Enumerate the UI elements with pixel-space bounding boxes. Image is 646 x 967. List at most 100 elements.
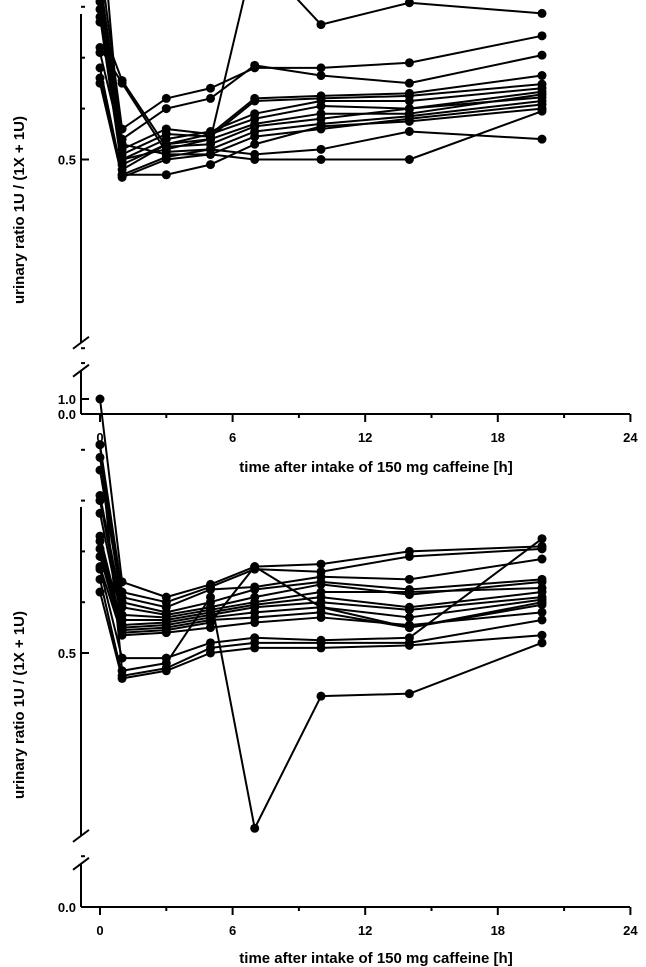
data-point: [537, 615, 547, 625]
data-point: [250, 139, 260, 149]
data-point: [404, 587, 414, 597]
y-axis-break-mark: [72, 335, 90, 350]
data-point: [316, 691, 326, 701]
data-point: [95, 508, 105, 518]
data-point: [404, 116, 414, 126]
data-point: [161, 104, 171, 114]
series-line: [99, 540, 543, 629]
series-line: [99, 9, 543, 166]
data-point: [404, 127, 414, 137]
data-point: [316, 602, 326, 612]
x-axis-label: time after intake of 150 mg caffeine [h]: [239, 950, 512, 967]
data-point: [117, 666, 127, 676]
x-tick-label: 24: [623, 923, 638, 938]
x-tick-label: 0: [96, 430, 103, 445]
x-tick-label: 6: [229, 923, 236, 938]
y-tick-label: 0.0: [58, 900, 76, 915]
series-line: [99, 500, 543, 619]
data-point: [95, 536, 105, 546]
data-point: [537, 600, 547, 610]
x-tick-label: 12: [358, 430, 372, 445]
data-point: [250, 60, 260, 70]
series-line: [99, 52, 543, 156]
data-point: [250, 132, 260, 142]
data-point: [316, 643, 326, 653]
data-point: [250, 96, 260, 106]
x-tick-label: 12: [358, 923, 372, 938]
data-point: [404, 574, 414, 584]
data-point: [537, 544, 547, 554]
series-line: [99, 21, 543, 148]
data-point: [250, 618, 260, 628]
data-point: [537, 31, 547, 41]
series-line: [101, 0, 543, 141]
data-point: [316, 20, 326, 30]
series-line: [99, 535, 543, 627]
data-point: [161, 152, 171, 162]
data-point: [95, 0, 105, 7]
series-14: [95, 73, 547, 180]
x-axis-label: time after intake of 150 mg caffeine [h]: [239, 459, 512, 476]
data-point: [537, 71, 547, 81]
y-tick-label: 0.5: [58, 153, 76, 168]
data-point: [404, 155, 414, 164]
data-point: [404, 58, 414, 68]
data-point: [161, 666, 171, 676]
series-line: [99, 16, 543, 171]
x-tick-label: 6: [229, 430, 236, 445]
data-point: [206, 585, 215, 594]
data-point: [250, 823, 260, 833]
series-line: [99, 457, 543, 609]
series-line: [99, 46, 543, 153]
data-point: [95, 496, 105, 506]
data-point: [316, 71, 326, 81]
x-tick-label: 24: [623, 430, 638, 445]
data-point: [537, 8, 547, 18]
data-point: [206, 83, 215, 93]
data-point: [95, 574, 105, 584]
data-point: [537, 638, 547, 648]
series-3: [101, 0, 547, 144]
data-point: [161, 628, 171, 638]
data-point: [250, 149, 260, 159]
chart-panel-top: 0.0 0.5 1.0 0 6 12 18 24 time after intake of 15…: [11, 0, 638, 476]
series-line: [99, 398, 543, 599]
series-15: [95, 587, 547, 683]
data-point: [316, 101, 326, 111]
y-axis-label: urinary ratio 1U / (1X + 1U): [11, 611, 28, 799]
data-point: [95, 544, 105, 554]
data-point: [537, 554, 547, 564]
series-12: [95, 562, 547, 640]
data-point: [537, 630, 547, 640]
data-point: [206, 160, 215, 170]
data-point: [95, 73, 105, 83]
x-tick-label: 18: [491, 430, 505, 445]
data-point: [117, 673, 127, 683]
y-tick-label: 1.0: [58, 392, 76, 407]
series-line: [99, 444, 543, 830]
data-point: [95, 4, 105, 14]
series-line: [104, 0, 543, 130]
series-line: [99, 537, 543, 660]
x-tick-label: 0: [96, 923, 103, 938]
data-point: [117, 170, 127, 180]
data-point: [404, 640, 414, 650]
series-line: [99, 513, 543, 621]
data-point: [95, 63, 105, 73]
x-tick-label: 18: [491, 923, 505, 938]
data-point: [404, 551, 414, 561]
data-point: [206, 648, 215, 658]
series-line: [107, 0, 543, 161]
series-line: [99, 591, 543, 680]
series-line: [99, 1, 543, 161]
data-point: [316, 121, 326, 131]
data-point: [95, 394, 105, 404]
data-point: [95, 48, 105, 58]
data-point: [95, 17, 105, 27]
data-point: [95, 564, 105, 574]
y-axis-label: urinary ratio 1U / (1X + 1U): [11, 116, 28, 304]
data-point: [537, 106, 547, 116]
data-point: [206, 592, 215, 602]
data-point: [117, 139, 127, 149]
data-point: [316, 612, 326, 622]
